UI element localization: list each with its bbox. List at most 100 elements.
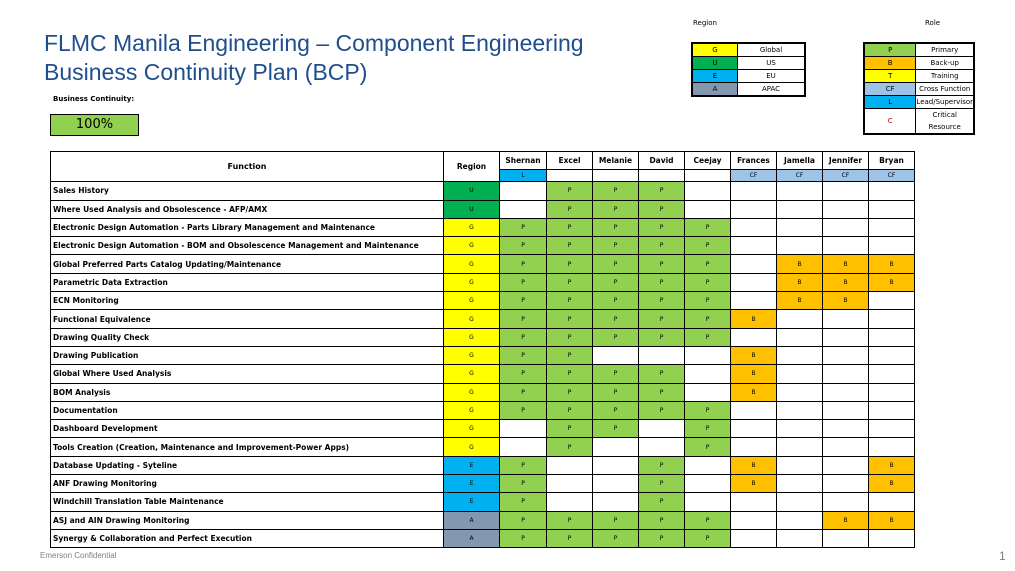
role-label: Critical Resource	[915, 108, 975, 135]
role-cell: P	[638, 528, 685, 549]
role-cell: P	[592, 382, 639, 402]
role-cell	[822, 528, 869, 549]
function-cell: Functional Equivalence	[50, 309, 444, 329]
region-cell: E	[443, 492, 500, 512]
confidential-notice: Emerson Confidential	[40, 551, 117, 560]
person-header: Shernan	[499, 150, 547, 171]
role-cell	[684, 474, 731, 494]
role-cell: P	[638, 236, 685, 256]
role-cell: B	[868, 254, 915, 274]
person-header: Bryan	[868, 150, 915, 171]
role-cell	[546, 492, 593, 512]
role-cell: B	[730, 382, 777, 402]
role-cell: P	[592, 309, 639, 329]
role-cell: P	[546, 437, 593, 457]
role-cell	[684, 382, 731, 402]
role-cell	[730, 217, 777, 238]
function-cell: BOM Analysis	[50, 382, 444, 402]
region-label: Global	[737, 42, 806, 57]
table-row: Synergy & Collaboration and Perfect Exec…	[50, 528, 915, 549]
role-cell	[776, 199, 823, 219]
role-legend-row: C Critical Resource	[863, 108, 975, 135]
role-cell	[776, 364, 823, 384]
role-cell	[499, 199, 547, 219]
role-code: C	[863, 108, 917, 135]
role-cell: P	[592, 291, 639, 311]
role-cell: P	[499, 455, 547, 476]
role-cell	[776, 455, 823, 476]
person-header: Jamella	[776, 150, 823, 171]
region-cell: G	[443, 291, 500, 311]
person-header: Frances	[730, 150, 777, 171]
person-header: Jennifer	[822, 150, 869, 171]
function-cell: ECN Monitoring	[50, 291, 444, 311]
role-cell: B	[822, 291, 869, 311]
role-cell: P	[592, 528, 639, 549]
role-code: P	[863, 42, 917, 57]
role-cell	[776, 309, 823, 329]
role-cell: P	[499, 309, 547, 329]
region-legend-row: E EU	[691, 69, 806, 83]
table-row: Windchill Translation Table Maintenance E…	[50, 492, 915, 512]
region-cell: E	[443, 474, 500, 494]
role-cell: P	[499, 492, 547, 512]
role-cell: P	[546, 364, 593, 384]
table-row: Dashboard Development G P P P	[50, 419, 915, 439]
role-cell: B	[730, 474, 777, 494]
region-code: G	[691, 42, 738, 57]
role-cell: B	[730, 309, 777, 329]
role-cell	[592, 455, 639, 476]
role-cell: P	[592, 327, 639, 347]
page-title: FLMC Manila Engineering – Component Engi…	[44, 29, 584, 87]
role-cell: P	[684, 254, 731, 274]
header-row: Function Region Shernan Excel Melanie David Ce…	[50, 150, 915, 183]
table-row: Sales History U P P P	[50, 181, 915, 201]
role-cell: B	[868, 272, 915, 293]
role-cell: B	[822, 254, 869, 274]
role-cell: P	[638, 510, 685, 530]
function-cell: Parametric Data Extraction	[50, 272, 444, 293]
role-cell: P	[546, 217, 593, 238]
role-cell	[546, 474, 593, 494]
table-row: ECN Monitoring G P P P P P B B	[50, 291, 915, 311]
region-legend-row: U US	[691, 56, 806, 70]
role-cell: P	[592, 364, 639, 384]
function-cell: Electronic Design Automation - Parts Lib…	[50, 217, 444, 238]
role-cell: P	[592, 181, 639, 201]
role-cell	[684, 181, 731, 201]
role-cell: P	[499, 217, 547, 238]
role-legend-row: B Back-up	[863, 56, 975, 70]
role-cell: P	[638, 291, 685, 311]
region-label: US	[737, 56, 806, 70]
role-cell: P	[592, 254, 639, 274]
role-cell: P	[499, 345, 547, 366]
table-row: Parametric Data Extraction G P P P P P B B B	[50, 272, 915, 293]
role-cell: P	[684, 327, 731, 347]
role-cell	[776, 236, 823, 256]
tag-row: L CF CF CF CF	[51, 169, 915, 183]
role-legend: P Primary B Back-up T Training CF Cross Functio…	[863, 42, 975, 135]
role-cell: P	[684, 217, 731, 238]
region-label: EU	[737, 69, 806, 83]
function-cell: Electronic Design Automation - BOM and O…	[50, 236, 444, 256]
function-cell: Global Preferred Parts Catalog Updating/…	[50, 254, 444, 274]
role-cell	[822, 236, 869, 256]
role-cell: P	[638, 492, 685, 512]
role-cell: B	[730, 364, 777, 384]
role-cell	[868, 400, 915, 421]
role-cell: P	[684, 236, 731, 256]
region-cell: U	[443, 199, 500, 219]
role-cell: P	[638, 272, 685, 293]
role-cell	[776, 382, 823, 402]
role-cell	[499, 419, 547, 439]
region-cell: G	[443, 345, 500, 366]
role-cell: P	[546, 510, 593, 530]
role-cell: P	[546, 254, 593, 274]
role-cell: P	[592, 236, 639, 256]
role-cell	[822, 327, 869, 347]
role-cell: P	[546, 382, 593, 402]
role-cell	[638, 345, 685, 366]
role-cell: P	[499, 236, 547, 256]
role-cell	[822, 181, 869, 201]
role-cell: P	[684, 291, 731, 311]
